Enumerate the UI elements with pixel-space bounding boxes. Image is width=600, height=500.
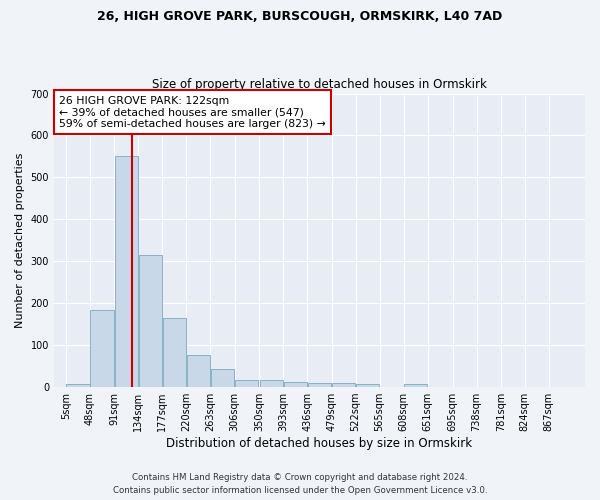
Bar: [211, 370, 234, 387]
Bar: [404, 384, 427, 387]
Bar: [139, 255, 162, 387]
Text: Contains HM Land Registry data © Crown copyright and database right 2024.
Contai: Contains HM Land Registry data © Crown c…: [113, 474, 487, 495]
Bar: [308, 383, 331, 387]
Y-axis label: Number of detached properties: Number of detached properties: [15, 152, 25, 328]
Bar: [260, 380, 283, 387]
Bar: [284, 382, 307, 387]
Text: 26, HIGH GROVE PARK, BURSCOUGH, ORMSKIRK, L40 7AD: 26, HIGH GROVE PARK, BURSCOUGH, ORMSKIRK…: [97, 10, 503, 23]
X-axis label: Distribution of detached houses by size in Ormskirk: Distribution of detached houses by size …: [166, 437, 473, 450]
Bar: [115, 156, 138, 387]
Text: 26 HIGH GROVE PARK: 122sqm
← 39% of detached houses are smaller (547)
59% of sem: 26 HIGH GROVE PARK: 122sqm ← 39% of deta…: [59, 96, 326, 129]
Bar: [356, 384, 379, 387]
Bar: [67, 384, 89, 387]
Bar: [235, 380, 259, 387]
Bar: [163, 318, 186, 387]
Bar: [91, 310, 114, 387]
Bar: [187, 355, 210, 387]
Title: Size of property relative to detached houses in Ormskirk: Size of property relative to detached ho…: [152, 78, 487, 91]
Bar: [332, 383, 355, 387]
